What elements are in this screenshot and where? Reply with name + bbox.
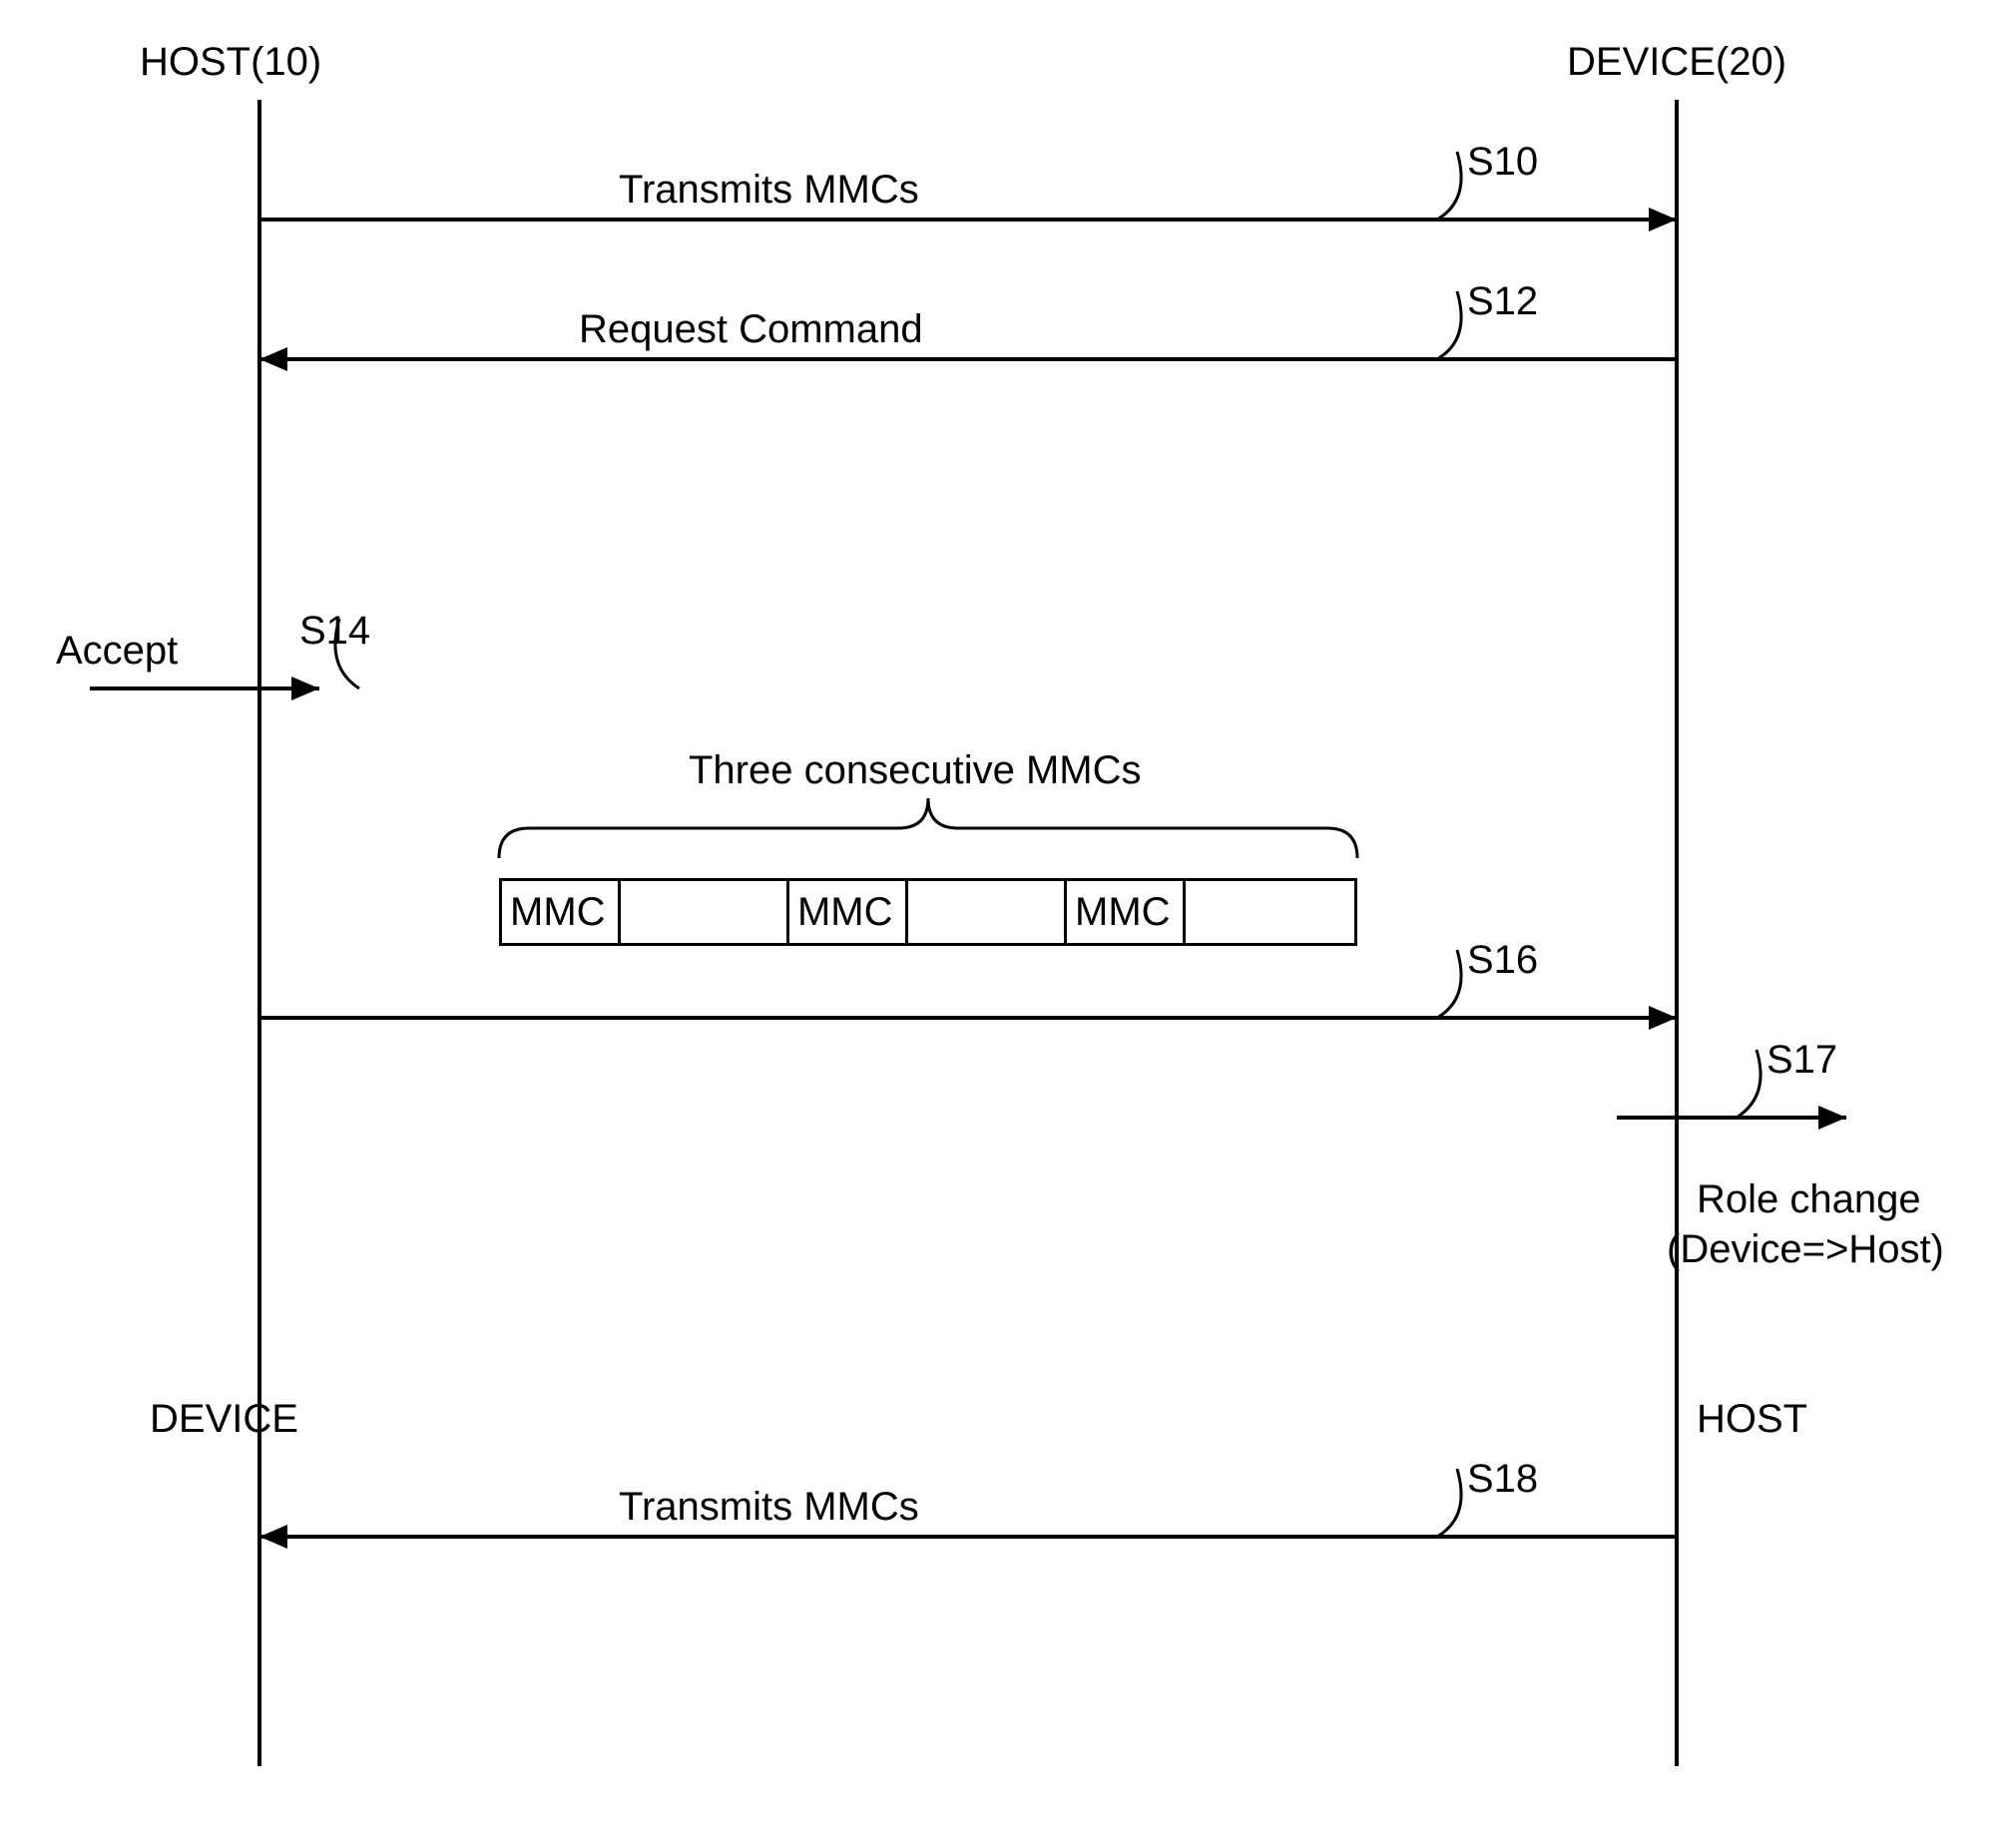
- msg-s17-note2: (Device=>Host): [1667, 1227, 1944, 1272]
- mmc-block-title: Three consecutive MMCs: [689, 748, 1141, 793]
- actor-mid-right: HOST: [1697, 1397, 1807, 1442]
- msg-s14-step: S14: [299, 609, 370, 654]
- msg-s17-step: S17: [1766, 1038, 1837, 1083]
- msg-s10-label: Transmits MMCs: [619, 168, 919, 213]
- mmc-cell-3: [908, 881, 1067, 943]
- msg-s12-step: S12: [1467, 279, 1538, 324]
- msg-s18-step: S18: [1467, 1457, 1538, 1502]
- actor-mid-left: DEVICE: [150, 1397, 298, 1442]
- mmc-cell-1: [621, 881, 789, 943]
- msg-s10-step: S10: [1467, 140, 1538, 185]
- msg-s17-note1: Role change: [1697, 1177, 1921, 1222]
- msg-s14-label: Accept: [56, 629, 178, 674]
- mmc-cell-0: MMC: [502, 881, 621, 943]
- mmc-cell-5: [1186, 881, 1354, 943]
- msg-s18-label: Transmits MMCs: [619, 1485, 919, 1530]
- mmc-cell-2: MMC: [789, 881, 908, 943]
- msg-s12-label: Request Command: [579, 307, 923, 352]
- sequence-diagram: HOST(10) DEVICE(20): [0, 0, 2016, 1835]
- mmc-cell-4: MMC: [1067, 881, 1186, 943]
- mmc-block: MMC MMC MMC: [499, 878, 1357, 946]
- msg-s16-step: S16: [1467, 938, 1538, 983]
